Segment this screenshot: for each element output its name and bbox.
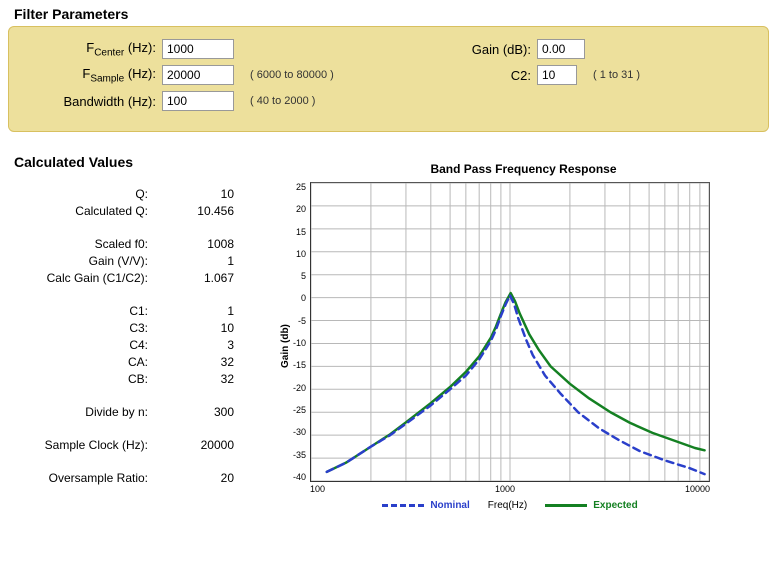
calc-label: Sample Clock (Hz): xyxy=(14,437,154,454)
calc-label: Gain (V/V): xyxy=(14,253,154,270)
calc-row: CA:32 xyxy=(14,354,254,371)
legend-nominal: Nominal xyxy=(382,500,469,511)
calc-value: 1008 xyxy=(154,236,244,253)
calc-value: 20000 xyxy=(154,437,244,454)
calc-label: Divide by n: xyxy=(14,404,154,421)
c2-hint: ( 1 to 31 ) xyxy=(593,69,640,81)
ytick-label: -15 xyxy=(293,360,306,370)
ytick-label: -40 xyxy=(293,472,306,482)
calc-value: 1 xyxy=(154,253,244,270)
chart-plot-area xyxy=(310,182,710,482)
calc-row: Calculated Q:10.456 xyxy=(14,203,254,220)
fcenter-input[interactable] xyxy=(162,39,234,59)
chart-legend: Nominal Freq(Hz) Expected xyxy=(310,500,710,511)
calc-label: CB: xyxy=(14,371,154,388)
gain-label: Gain (dB): xyxy=(447,42,537,57)
calc-label: C1: xyxy=(14,303,154,320)
calc-value: 1 xyxy=(154,303,244,320)
ytick-label: 10 xyxy=(293,249,306,259)
calc-value: 300 xyxy=(154,404,244,421)
calc-value: 10 xyxy=(154,186,244,203)
calc-label: Oversample Ratio: xyxy=(14,470,154,487)
bandwidth-label: Bandwidth (Hz): xyxy=(27,94,162,109)
ytick-label: -10 xyxy=(293,338,306,348)
ytick-label: -25 xyxy=(293,405,306,415)
calc-row: Calc Gain (C1/C2):1.067 xyxy=(14,270,254,287)
fsample-label: FSample (Hz): xyxy=(27,66,162,85)
calc-row: Oversample Ratio:20 xyxy=(14,470,254,487)
ytick-label: 20 xyxy=(293,204,306,214)
calc-label: Calculated Q: xyxy=(14,203,154,220)
bandwidth-hint: ( 40 to 2000 ) xyxy=(250,95,315,107)
ytick-label: -20 xyxy=(293,383,306,393)
ytick-label: 5 xyxy=(293,271,306,281)
calc-label: C3: xyxy=(14,320,154,337)
calc-value: 10 xyxy=(154,320,244,337)
chart-x-axis: 100 1000 10000 xyxy=(310,484,710,494)
calc-value: 1.067 xyxy=(154,270,244,287)
calc-label: Calc Gain (C1/C2): xyxy=(14,270,154,287)
calc-label: Q: xyxy=(14,186,154,203)
filter-params-title: Filter Parameters xyxy=(14,6,769,22)
calc-values-table: Q:10Calculated Q:10.456Scaled f0:1008Gai… xyxy=(14,186,254,487)
ytick-label: 25 xyxy=(293,182,306,192)
ytick-label: 15 xyxy=(293,227,306,237)
c2-label: C2: xyxy=(447,68,537,83)
fsample-input[interactable] xyxy=(162,65,234,85)
ytick-label: -35 xyxy=(293,450,306,460)
chart-title: Band Pass Frequency Response xyxy=(278,162,769,176)
calc-value: 3 xyxy=(154,337,244,354)
calc-values-title: Calculated Values xyxy=(14,154,278,170)
bandwidth-input[interactable] xyxy=(162,91,234,111)
chart-ylabel: Gain (db) xyxy=(278,182,293,511)
ytick-label: -30 xyxy=(293,427,306,437)
fcenter-label: FCenter (Hz): xyxy=(27,40,162,59)
calc-row: Divide by n:300 xyxy=(14,404,254,421)
legend-expected: Expected xyxy=(545,500,637,511)
chart-xlabel: Freq(Hz) xyxy=(488,500,527,511)
calc-value: 20 xyxy=(154,470,244,487)
calc-row: Scaled f0:1008 xyxy=(14,236,254,253)
calc-label: CA: xyxy=(14,354,154,371)
calc-row: Q:10 xyxy=(14,186,254,203)
calc-row: C1:1 xyxy=(14,303,254,320)
c2-input[interactable] xyxy=(537,65,577,85)
calc-value: 32 xyxy=(154,354,244,371)
chart-y-axis: 25 20 15 10 5 0 -5 -10 -15 -20 -25 -30 -35 -40 xyxy=(293,182,310,482)
fsample-hint: ( 6000 to 80000 ) xyxy=(250,69,334,81)
xtick-label: 10000 xyxy=(685,484,710,494)
calc-value: 32 xyxy=(154,371,244,388)
chart-pane: Band Pass Frequency Response Gain (db) 2… xyxy=(278,154,769,511)
calc-value: 10.456 xyxy=(154,203,244,220)
ytick-label: -5 xyxy=(293,316,306,326)
ytick-label: 0 xyxy=(293,293,306,303)
calc-row: Gain (V/V):1 xyxy=(14,253,254,270)
calc-row: CB:32 xyxy=(14,371,254,388)
calc-row: Sample Clock (Hz):20000 xyxy=(14,437,254,454)
calc-label: C4: xyxy=(14,337,154,354)
calc-row: C3:10 xyxy=(14,320,254,337)
calc-label: Scaled f0: xyxy=(14,236,154,253)
gain-input[interactable] xyxy=(537,39,585,59)
xtick-label: 1000 xyxy=(495,484,515,494)
xtick-label: 100 xyxy=(310,484,325,494)
calc-row: C4:3 xyxy=(14,337,254,354)
filter-params-panel: FCenter (Hz): FSample (Hz): ( 6000 to 80… xyxy=(8,26,769,132)
